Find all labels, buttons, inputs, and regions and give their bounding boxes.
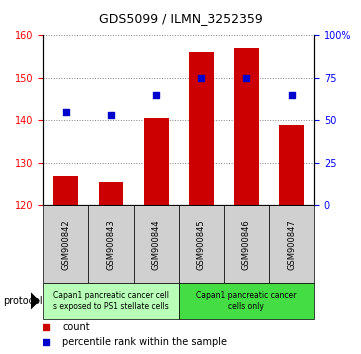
Point — [108, 113, 114, 118]
Bar — [88, 205, 134, 283]
Bar — [43, 283, 179, 319]
Point — [243, 75, 249, 81]
Polygon shape — [31, 292, 40, 310]
Bar — [144, 118, 169, 205]
Bar — [279, 125, 304, 205]
Text: protocol: protocol — [4, 296, 43, 306]
Bar — [189, 52, 214, 205]
Text: GSM900847: GSM900847 — [287, 219, 296, 270]
Text: percentile rank within the sample: percentile rank within the sample — [62, 337, 227, 348]
Bar — [224, 205, 269, 283]
Text: Capan1 pancreatic cancer cell
s exposed to PS1 stellate cells: Capan1 pancreatic cancer cell s exposed … — [53, 291, 169, 310]
Text: Capan1 pancreatic cancer
cells only: Capan1 pancreatic cancer cells only — [196, 291, 297, 310]
Point — [289, 92, 295, 98]
Text: GSM900843: GSM900843 — [106, 219, 116, 270]
Bar — [179, 283, 314, 319]
Text: GSM900846: GSM900846 — [242, 219, 251, 270]
Text: GSM900845: GSM900845 — [197, 219, 206, 270]
Bar — [234, 48, 259, 205]
Bar — [99, 182, 123, 205]
Text: GSM900842: GSM900842 — [61, 219, 70, 270]
Text: GSM900844: GSM900844 — [152, 219, 161, 270]
Bar — [43, 205, 88, 283]
Text: GDS5099 / ILMN_3252359: GDS5099 / ILMN_3252359 — [99, 12, 262, 25]
Point — [63, 109, 69, 115]
Point — [153, 92, 159, 98]
Bar — [134, 205, 179, 283]
Point — [199, 75, 204, 81]
Bar — [179, 205, 224, 283]
Bar — [269, 205, 314, 283]
Bar — [53, 176, 78, 205]
Text: count: count — [62, 321, 90, 332]
